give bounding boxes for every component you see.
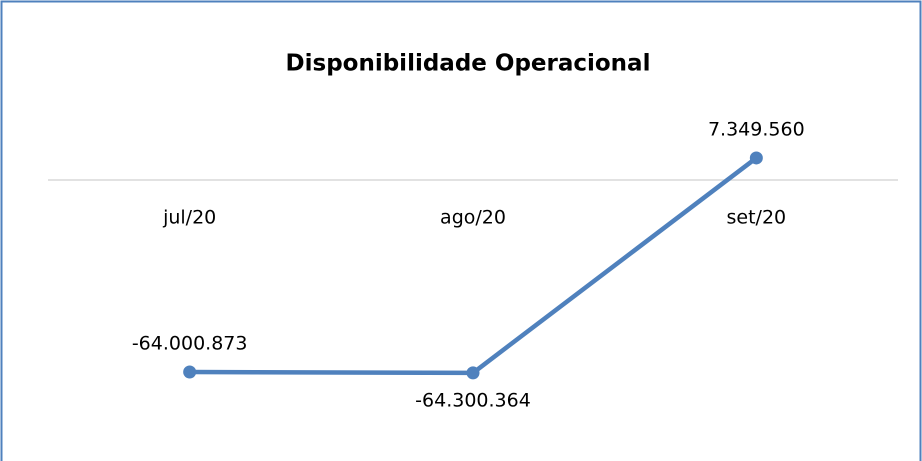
data-label: -64.300.364 bbox=[415, 389, 531, 411]
data-label: 7.349.560 bbox=[708, 118, 805, 140]
x-tick-label: set/20 bbox=[727, 207, 787, 229]
x-tick-label: jul/20 bbox=[162, 207, 216, 229]
data-label: -64.000.873 bbox=[132, 333, 248, 355]
x-tick-label: ago/20 bbox=[440, 207, 506, 229]
point bbox=[466, 366, 480, 380]
point bbox=[183, 365, 197, 379]
point bbox=[749, 151, 763, 165]
chart-title: Disponibilidade Operacional bbox=[286, 51, 651, 77]
